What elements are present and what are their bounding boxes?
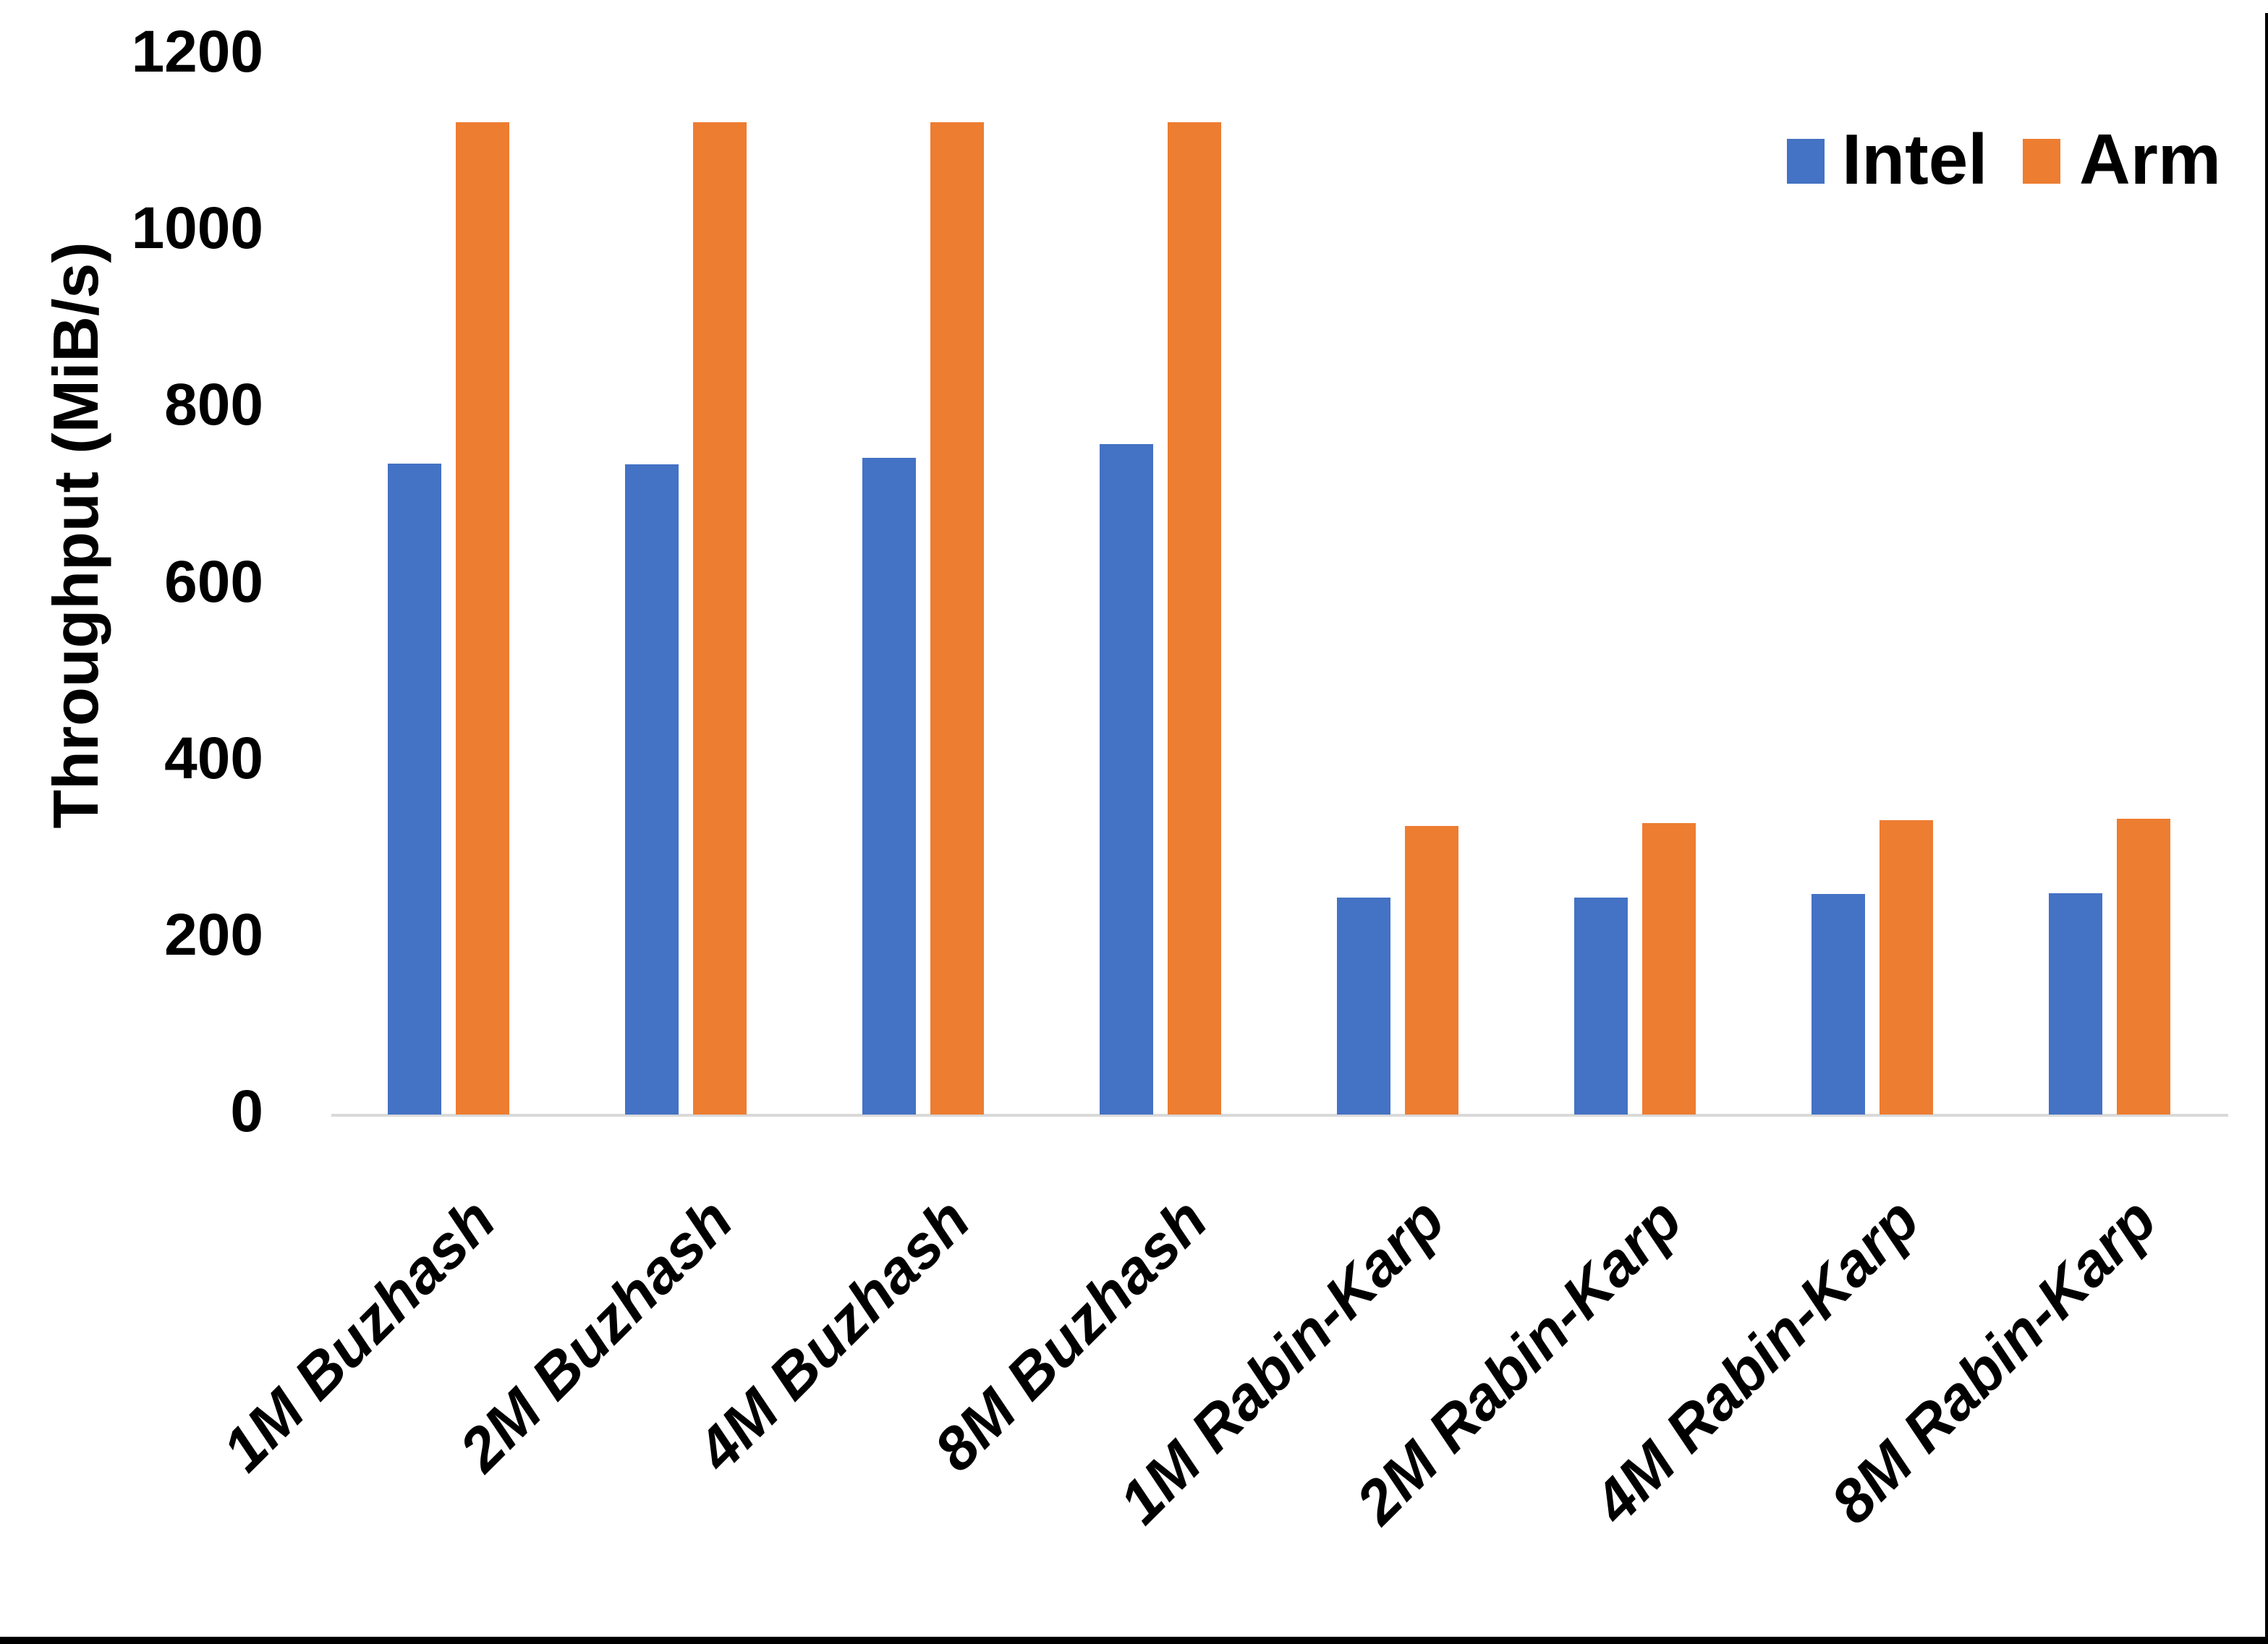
bar-arm-2m-buzhash [692,122,747,1115]
y-tick-label-400: 400 [164,725,263,791]
legend-swatch-intel [1787,139,1825,184]
bar-intel-8m-buzhash [1099,444,1153,1115]
bar-arm-4m-buzhash [930,122,984,1115]
bar-intel-1m-buzhash [388,464,441,1115]
bar-arm-1m-rabin-karp [1404,826,1458,1115]
bar-intel-4m-buzhash [862,458,916,1115]
bar-arm-1m-buzhash [456,122,509,1115]
legend-swatch-arm [2023,139,2060,184]
bar-arm-4m-rabin-karp [1879,820,1933,1115]
y-tick-label-800: 800 [164,372,263,438]
bar-intel-1m-rabin-karp [1336,898,1390,1115]
y-tick-label-1000: 1000 [131,195,263,262]
legend-label-intel: Intel [1842,119,1988,199]
bar-arm-8m-rabin-karp [2116,819,2170,1115]
bar-intel-2m-rabin-karp [1573,898,1628,1115]
legend-label-arm: Arm [2079,119,2222,199]
bar-intel-8m-rabin-karp [2048,893,2102,1115]
y-tick-label-1200: 1200 [131,19,263,85]
window-right-border [2265,13,2268,1644]
window-bottom-border [0,1637,2268,1644]
y-tick-label-600: 600 [164,548,263,615]
bar-arm-2m-rabin-karp [1641,823,1696,1115]
bar-intel-2m-buzhash [624,464,679,1115]
x-tick-label-1m-buzhash: 1M Buzhash [209,1185,509,1484]
y-tick-label-0: 0 [230,1078,263,1145]
x-axis-line [331,1114,2228,1117]
bar-intel-4m-rabin-karp [1811,894,1865,1115]
y-tick-label-200: 200 [164,902,263,968]
bar-arm-8m-buzhash [1167,122,1221,1115]
